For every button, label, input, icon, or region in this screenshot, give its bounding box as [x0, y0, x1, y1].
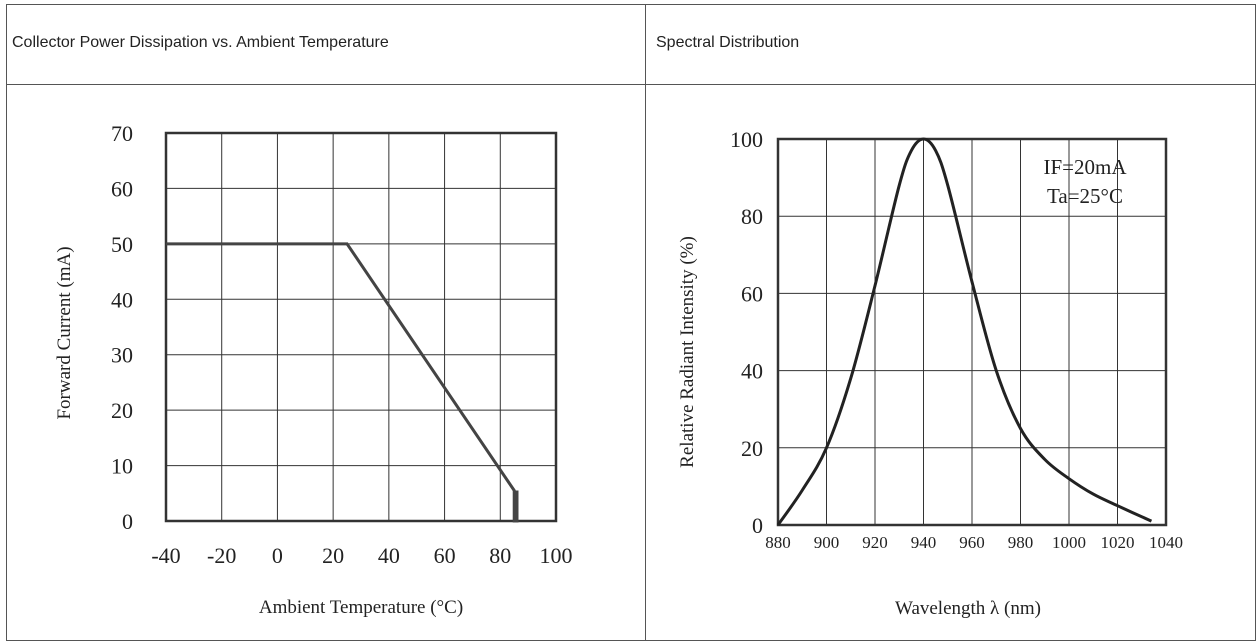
right-series-curve — [776, 137, 1153, 526]
right-y-axis-label: Relative Radiant Intensity (%) — [677, 236, 698, 468]
right-plot-frame — [776, 137, 1168, 527]
left-x-tick-label: 40 — [378, 543, 400, 568]
figure-table-border — [6, 4, 1256, 641]
left-x-tick-label: 0 — [272, 543, 283, 568]
right-x-tick-label: 920 — [862, 533, 888, 552]
right-x-tick-label: 1020 — [1101, 533, 1135, 552]
left-x-tick-label: -20 — [207, 543, 236, 568]
left-y-tick-label: 20 — [111, 398, 133, 423]
left-y-axis-label: Forward Current (mA) — [54, 246, 75, 419]
column-divider — [645, 4, 646, 641]
left-y-tick-label: 50 — [111, 232, 133, 257]
right-y-tick-label: 40 — [741, 359, 763, 384]
left-y-tick-label: 60 — [111, 176, 133, 201]
left-plot-frame — [164, 131, 558, 523]
right-y-tick-label: 80 — [741, 204, 763, 229]
left-y-tick-label: 70 — [111, 121, 133, 146]
left-y-tick-label: 0 — [122, 509, 133, 534]
right-x-tick-label: 1000 — [1052, 533, 1086, 552]
left-y-tick-label: 10 — [111, 454, 133, 479]
header-row-divider — [6, 84, 1256, 85]
right-x-tick-label: 940 — [911, 533, 937, 552]
right-x-tick-label: 980 — [1008, 533, 1034, 552]
left-y-tick-label: 30 — [111, 343, 133, 368]
right-y-tick-label: 20 — [741, 436, 763, 461]
right-y-tick-label: 60 — [741, 281, 763, 306]
left-x-tick-label: 100 — [540, 543, 573, 568]
left-chart-header: Collector Power Dissipation vs. Ambient … — [12, 34, 389, 51]
right-y-tick-label: 0 — [752, 513, 763, 538]
right-x-axis-label: Wavelength λ (nm) — [895, 598, 1041, 619]
left-x-tick-label: 80 — [489, 543, 511, 568]
right-y-tick-label: 100 — [730, 127, 763, 152]
right-annotation-ta: Ta=25°C — [1047, 184, 1123, 208]
left-y-tick-label: 40 — [111, 287, 133, 312]
right-x-tick-label: 960 — [959, 533, 985, 552]
right-x-tick-label: 1040 — [1149, 533, 1183, 552]
left-x-tick-label: 20 — [322, 543, 344, 568]
right-x-tick-label: 880 — [765, 533, 791, 552]
right-x-tick-label: 900 — [814, 533, 840, 552]
left-x-axis-label: Ambient Temperature (°C) — [259, 597, 463, 618]
left-x-tick-label: 60 — [434, 543, 456, 568]
right-annotation-if: IF=20mA — [1043, 155, 1127, 179]
left-x-tick-label: -40 — [151, 543, 180, 568]
right-chart-header: Spectral Distribution — [656, 34, 800, 51]
left-series-line — [166, 242, 519, 523]
